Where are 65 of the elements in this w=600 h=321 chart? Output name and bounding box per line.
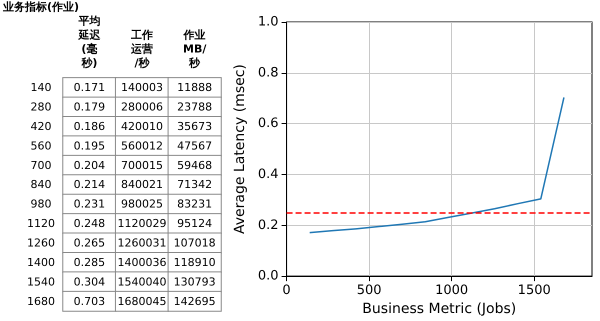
data-label: 35673 — [177, 120, 212, 133]
data-label: 0.231 — [74, 198, 106, 211]
data-label: 1540040 — [118, 275, 167, 288]
data-label: 0.248 — [74, 217, 106, 230]
y-tick-label: 420 — [30, 120, 52, 133]
y-tick-label: 0.6 — [258, 116, 279, 132]
y-tick-label: 0.4 — [258, 166, 279, 182]
data-label: 11888 — [177, 81, 212, 94]
data-label: 0.204 — [74, 158, 106, 172]
data-label: 0.186 — [74, 120, 106, 133]
data-label: 107018 — [174, 236, 216, 250]
y-tick-label: 140 — [30, 81, 52, 94]
data-label: 0.195 — [74, 139, 106, 152]
x-tick-label: 1000 — [435, 283, 468, 298]
y-tick-label: 280 — [30, 100, 52, 114]
data-label: 1400036 — [118, 256, 167, 269]
data-label: 118910 — [174, 256, 216, 269]
x-tick-label: 0 — [282, 283, 291, 298]
data-label: 130793 — [174, 275, 216, 288]
data-label: 0.179 — [74, 100, 106, 114]
data-label: 0.285 — [74, 256, 106, 269]
data-label: 0.703 — [74, 294, 106, 308]
data-label: 71342 — [177, 178, 212, 192]
x-tick-label: 工作运营/秒 — [130, 28, 154, 70]
data-label: 95124 — [177, 217, 212, 230]
data-label: 0.265 — [74, 236, 106, 250]
x-tick-label: 作业MB/秒 — [182, 28, 208, 70]
y-tick-label: 0.2 — [258, 218, 279, 233]
y-tick-label: 1540 — [27, 275, 56, 288]
y-tick-label: 1260 — [27, 236, 56, 250]
y-tick-label: 980 — [30, 198, 52, 211]
data-label: 840021 — [121, 178, 164, 192]
data-label: 1680045 — [118, 294, 167, 308]
data-label: 0.214 — [74, 178, 106, 192]
data-label: 0.171 — [74, 81, 106, 94]
data-label: 0.304 — [74, 275, 106, 288]
x-tick-label: 平均延迟(毫秒) — [77, 14, 102, 70]
y-tick-label: 840 — [30, 178, 52, 192]
data-label: 140003 — [121, 81, 164, 94]
data-label: 1260031 — [118, 236, 167, 250]
line-series — [308, 96, 565, 234]
data-label: 1120029 — [118, 217, 167, 230]
x-tick-label: 1500 — [518, 283, 551, 298]
data-label: 280006 — [121, 100, 164, 114]
y-tick-label: 0.8 — [258, 65, 279, 80]
data-label: 59468 — [177, 158, 212, 172]
x-tick-label: 500 — [356, 283, 382, 298]
y-axis-title: 业务指标(作业) — [2, 0, 80, 14]
data-label: 420010 — [121, 120, 164, 133]
y-tick-label: 1400 — [27, 256, 56, 269]
y-tick-label: 1680 — [27, 294, 56, 308]
data-label: 23788 — [177, 100, 212, 114]
y-axis-title: Average Latency (msec) — [232, 64, 248, 234]
x-axis-title: Business Metric (Jobs) — [362, 301, 516, 317]
data-label: 47567 — [177, 139, 212, 152]
y-tick-label: 1120 — [27, 217, 56, 230]
y-tick-label: 1.0 — [258, 14, 279, 30]
data-label: 142695 — [174, 294, 216, 308]
y-tick-label: 0.0 — [258, 268, 279, 284]
data-label: 700015 — [121, 158, 164, 172]
data-label: 83231 — [177, 198, 212, 211]
y-tick-label: 560 — [30, 139, 52, 152]
data-label: 980025 — [121, 198, 164, 211]
y-tick-label: 700 — [30, 158, 52, 172]
data-label: 560012 — [121, 139, 164, 152]
